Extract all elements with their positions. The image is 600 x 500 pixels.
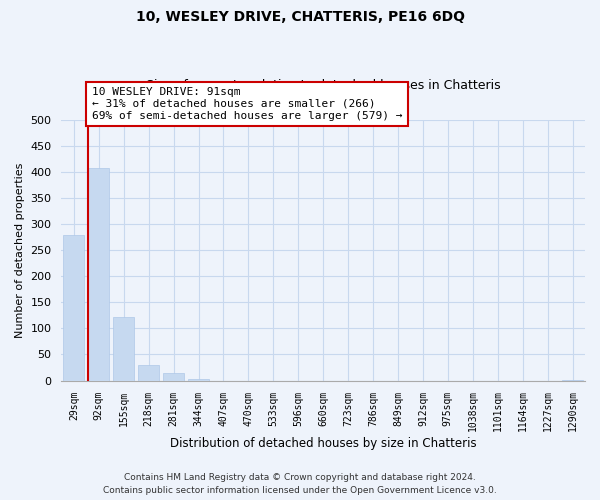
Bar: [113, 317, 134, 380]
Title: Size of property relative to detached houses in Chatteris: Size of property relative to detached ho…: [146, 79, 500, 92]
Text: 10, WESLEY DRIVE, CHATTERIS, PE16 6DQ: 10, WESLEY DRIVE, CHATTERIS, PE16 6DQ: [136, 10, 464, 24]
Bar: [188, 379, 209, 380]
Bar: [138, 366, 159, 380]
Y-axis label: Number of detached properties: Number of detached properties: [15, 162, 25, 338]
Bar: [88, 168, 109, 380]
X-axis label: Distribution of detached houses by size in Chatteris: Distribution of detached houses by size …: [170, 437, 476, 450]
Bar: [163, 373, 184, 380]
Text: Contains HM Land Registry data © Crown copyright and database right 2024.
Contai: Contains HM Land Registry data © Crown c…: [103, 474, 497, 495]
Bar: [63, 236, 85, 380]
Text: 10 WESLEY DRIVE: 91sqm
← 31% of detached houses are smaller (266)
69% of semi-de: 10 WESLEY DRIVE: 91sqm ← 31% of detached…: [92, 88, 403, 120]
